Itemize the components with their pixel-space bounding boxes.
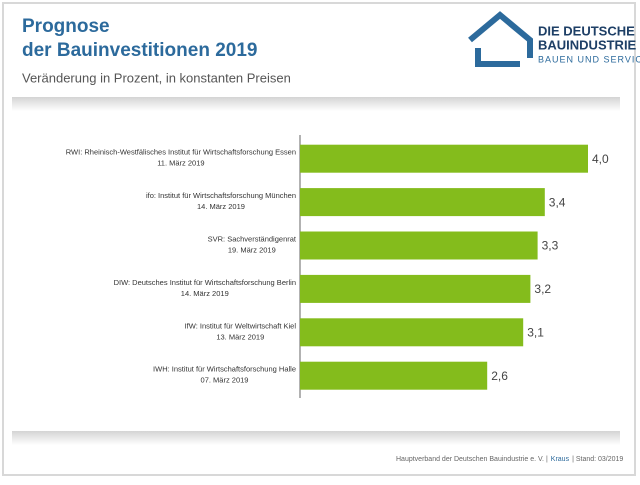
- bar: [300, 274, 531, 303]
- bar: [300, 188, 545, 217]
- footer-band: [12, 431, 620, 445]
- logo-icon: [468, 11, 533, 58]
- category-date: 07. März 2019: [201, 376, 249, 385]
- logo-text: BAUINDUSTRIE: [538, 37, 637, 52]
- value-label: 3,2: [534, 282, 551, 296]
- value-label: 4,0: [592, 152, 609, 166]
- category-label: RWI: Rheinisch-Westfälisches Institut fü…: [66, 148, 296, 157]
- category-date: 19. März 2019: [228, 245, 276, 254]
- category-date: 14. März 2019: [197, 202, 245, 211]
- category-label: ifo: Institut für Wirtschaftsforschung M…: [146, 191, 296, 200]
- category-date: 11. März 2019: [157, 159, 204, 168]
- category-date: 14. März 2019: [181, 289, 229, 298]
- category-date: 13. März 2019: [216, 332, 264, 341]
- bar: [300, 144, 588, 173]
- bar: [300, 231, 538, 260]
- bar: [300, 318, 524, 347]
- category-label: IWH: Institut für Wirtschaftsforschung H…: [153, 365, 296, 374]
- bar: [300, 361, 488, 390]
- category-label: IfW: Institut für Weltwirtschaft Kiel: [185, 321, 297, 330]
- logo-text: DIE DEUTSCHE: [538, 23, 635, 38]
- logo: DIE DEUTSCHE BAUINDUSTRIE BAUEN UND SERV…: [468, 11, 640, 67]
- chart-subtitle: Veränderung in Prozent, in konstanten Pr…: [22, 70, 291, 85]
- footer-text: Kraus: [551, 456, 570, 463]
- logo-icon: [475, 48, 520, 67]
- footer-text: Hauptverband der Deutschen Bauindustrie …: [396, 456, 548, 463]
- chart-title: Prognose: [22, 16, 110, 37]
- footer-text: | Stand: 03/2019: [572, 456, 623, 463]
- header-band: [12, 97, 620, 111]
- value-label: 3,4: [549, 195, 566, 209]
- value-label: 2,6: [491, 369, 508, 383]
- value-label: 3,1: [527, 325, 544, 339]
- logo-text: BAUEN UND SERVICES: [538, 54, 640, 64]
- value-label: 3,3: [542, 239, 559, 253]
- category-label: DIW: Deutsches Institut für Wirtschaftsf…: [114, 278, 296, 287]
- category-label: SVR: Sachverständigenrat: [208, 234, 297, 243]
- chart-title: der Bauinvestitionen 2019: [22, 40, 257, 61]
